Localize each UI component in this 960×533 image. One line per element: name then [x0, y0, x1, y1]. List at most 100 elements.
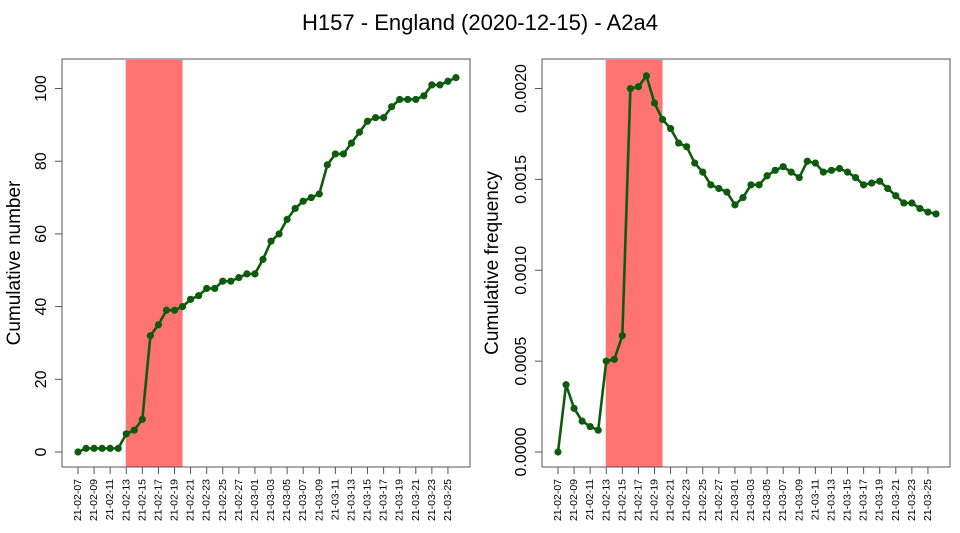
data-point	[707, 181, 715, 189]
data-point	[900, 199, 908, 207]
x-tick-label: 21-03-23	[906, 479, 918, 521]
data-point	[731, 201, 739, 209]
data-point	[860, 181, 868, 189]
data-point	[723, 188, 731, 196]
data-point	[130, 426, 138, 434]
plot-frame	[541, 58, 951, 468]
data-point	[251, 270, 259, 278]
x-tick-label: 21-03-25	[442, 479, 454, 521]
data-point	[162, 306, 171, 314]
x-tick-label: 21-02-19	[169, 479, 181, 521]
x-tick-label: 21-03-05	[281, 479, 293, 521]
data-point	[315, 190, 323, 198]
x-tick-label: 21-03-25	[922, 479, 934, 521]
data-point	[170, 306, 179, 314]
data-point	[650, 99, 659, 107]
x-tick-label: 21-02-27	[713, 479, 725, 521]
x-tick-label: 21-03-07	[297, 479, 309, 521]
data-point	[259, 255, 267, 263]
x-tick-label: 21-03-15	[842, 479, 854, 521]
x-tick-label: 21-02-07	[72, 479, 84, 521]
data-point	[154, 321, 163, 329]
data-point	[219, 277, 227, 285]
data-point	[618, 332, 626, 340]
x-tick-label: 21-02-25	[697, 479, 709, 521]
data-point	[178, 303, 187, 311]
data-point	[323, 161, 331, 169]
x-tick-label: 21-02-17	[152, 479, 164, 521]
x-tick-label: 21-02-11	[584, 479, 596, 520]
data-point	[388, 103, 396, 111]
data-point	[779, 163, 787, 171]
y-axis-label: Cumulative number	[4, 180, 25, 345]
x-tick-label: 21-03-11	[809, 479, 821, 520]
data-point	[594, 426, 602, 434]
data-point	[243, 270, 251, 278]
data-point	[554, 448, 562, 456]
data-point	[227, 277, 235, 285]
data-point	[747, 181, 755, 189]
x-tick-label: 21-02-13	[600, 479, 612, 521]
y-tick-label: 0.0015	[513, 155, 530, 204]
highlight-band	[125, 60, 183, 467]
x-tick-label: 21-02-09	[568, 479, 580, 521]
x-tick-label: 21-03-21	[890, 479, 902, 521]
x-tick-label: 21-02-23	[681, 479, 693, 521]
x-tick-label: 21-02-11	[104, 479, 116, 520]
data-point	[106, 444, 114, 452]
x-tick-label: 21-03-03	[745, 479, 757, 521]
data-point	[666, 124, 675, 133]
data-point	[835, 164, 844, 173]
data-point	[811, 159, 819, 167]
data-point	[586, 422, 594, 431]
data-point	[452, 74, 460, 82]
x-tick-label: 21-02-07	[552, 479, 564, 521]
data-point	[851, 173, 860, 182]
x-tick-label: 21-03-23	[426, 479, 438, 521]
x-tick-label: 21-02-15	[616, 479, 628, 521]
x-tick-label: 21-03-17	[378, 479, 390, 521]
data-point	[755, 181, 763, 189]
data-point	[924, 208, 932, 216]
x-tick-label: 21-03-09	[313, 479, 325, 521]
y-tick-label: 100	[33, 75, 50, 102]
chart-panel-2: 0.0000 0.0005 0.0010 0.0015 0.0020 Cumulative…	[482, 58, 951, 521]
x-tick-label: 21-03-07	[777, 479, 789, 521]
data-point	[347, 139, 356, 147]
data-point	[602, 357, 610, 365]
y-tick-label: 20	[33, 370, 50, 388]
data-point	[634, 83, 643, 91]
data-point	[396, 95, 404, 104]
data-point	[892, 192, 900, 200]
x-tick-label: 21-02-09	[88, 479, 100, 521]
data-point	[570, 404, 578, 412]
data-point	[122, 430, 130, 438]
x-tick-label: 21-02-27	[233, 479, 245, 521]
x-tick-label: 21-02-15	[136, 479, 148, 521]
x-tick-label: 21-02-21	[665, 479, 677, 521]
x-tick-label: 21-03-21	[410, 479, 422, 521]
x-tick-label: 21-03-11	[329, 479, 341, 520]
data-point	[876, 177, 884, 185]
y-tick-label: 80	[33, 152, 50, 170]
y-tick-label: 0.0005	[513, 337, 530, 386]
data-point	[675, 139, 683, 147]
y-axis-label: Cumulative frequency	[482, 171, 503, 355]
highlight-band	[605, 60, 663, 467]
data-point	[331, 150, 339, 158]
data-point	[380, 114, 388, 122]
data-point	[884, 184, 892, 193]
data-point	[283, 215, 291, 223]
y-tick-label: 40	[33, 298, 50, 316]
data-point	[90, 444, 98, 452]
data-point	[371, 114, 380, 122]
x-tick-label: 21-03-03	[265, 479, 277, 521]
x-tick-label: 21-03-05	[761, 479, 773, 521]
data-point	[932, 210, 940, 218]
x-tick-label: 21-02-21	[185, 479, 197, 521]
data-point	[578, 417, 586, 425]
data-point	[404, 95, 412, 104]
y-tick-label: 0	[33, 447, 50, 456]
data-point	[355, 128, 364, 136]
